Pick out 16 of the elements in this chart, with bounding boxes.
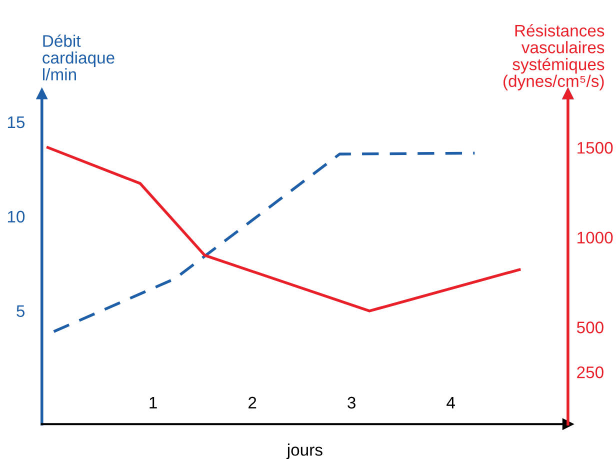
x-axis-title: jours [286,444,322,459]
y-axis-title: Débit cardiaque l/min [42,34,114,80]
line-series [46,146,521,312]
y-tick-label: 15 [8,116,25,128]
y2-tick-label: 500 [576,322,604,334]
y2-tick-label: 1000 [578,232,613,244]
y2-tick-label: 250 [577,366,604,378]
x-tick-label: 2 [248,396,256,408]
y-tick-label: 5 [16,305,25,318]
line-series [52,152,476,333]
y2-axis-title: Résistances vasculaires systémiques (dynes/cm⁵/s) [504,24,604,90]
y2-tick-label: 1500 [578,142,613,154]
x-tick-label: 4 [446,396,455,408]
x-tick-label: 1 [150,396,157,408]
y-tick-label: 10 [8,210,25,223]
x-tick-label: 3 [348,396,356,409]
